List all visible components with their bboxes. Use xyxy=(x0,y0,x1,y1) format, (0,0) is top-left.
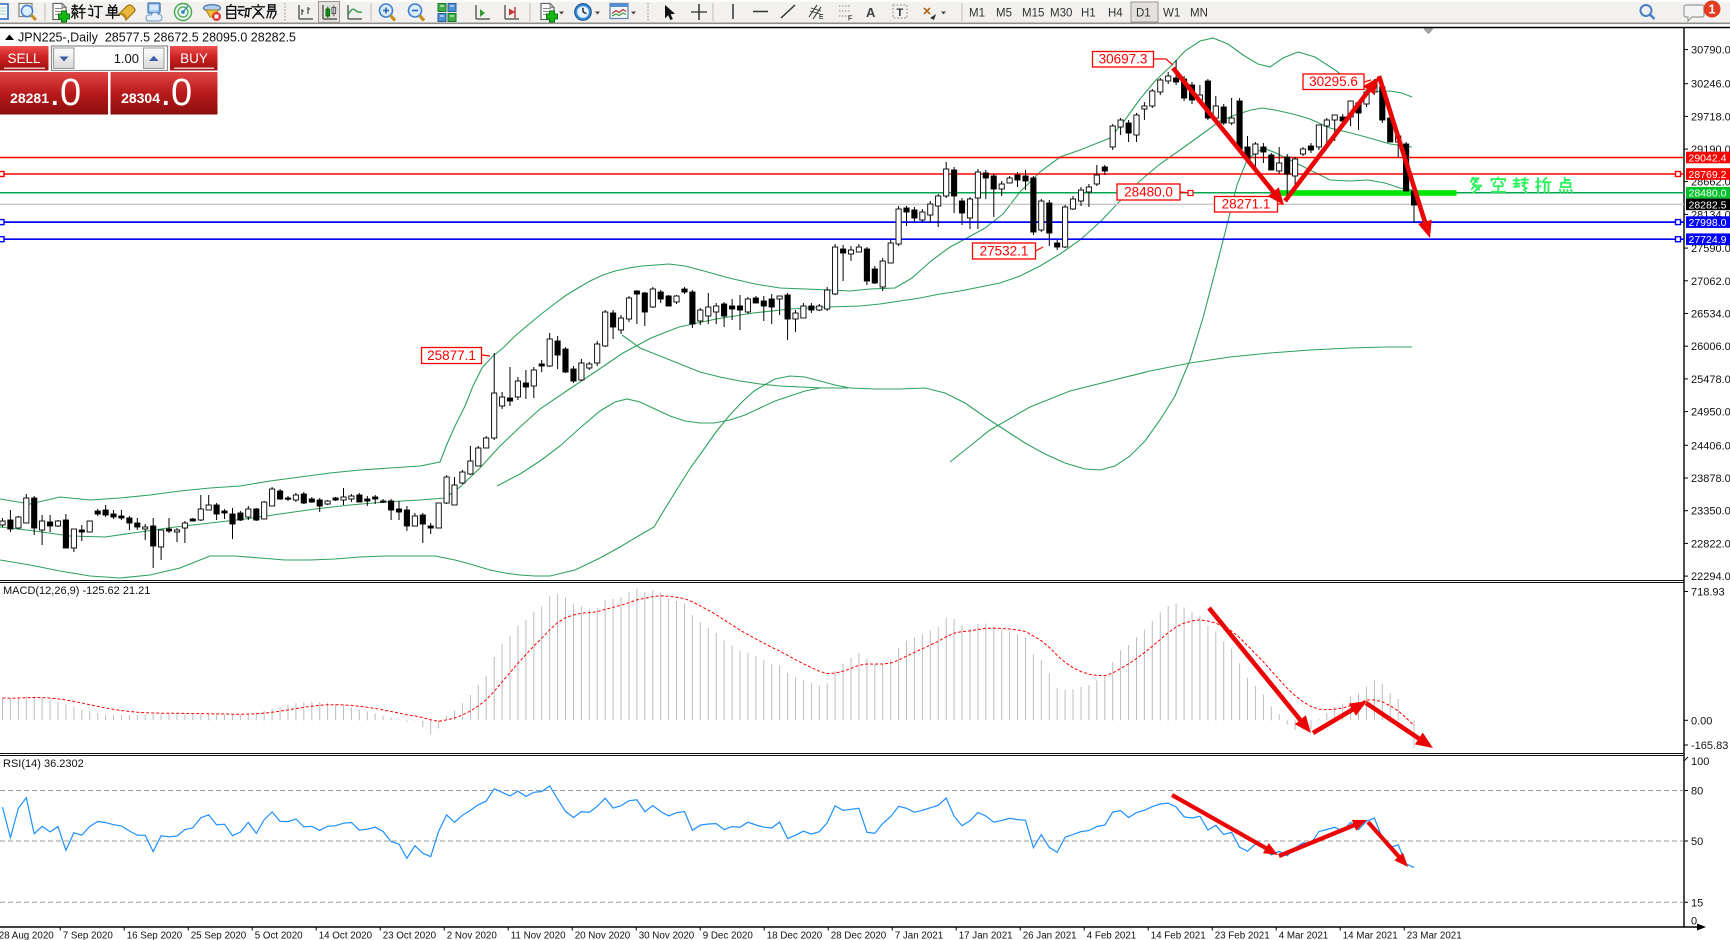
svg-text:28480.0: 28480.0 xyxy=(1689,188,1727,200)
svg-text:28480.0: 28480.0 xyxy=(1124,185,1173,200)
svg-text:20 Nov 2020: 20 Nov 2020 xyxy=(575,931,631,940)
svg-text:30790.0: 30790.0 xyxy=(1691,45,1730,57)
svg-text:28 Dec 2020: 28 Dec 2020 xyxy=(831,931,887,940)
svg-text:M1: M1 xyxy=(969,8,985,20)
svg-text:T: T xyxy=(897,7,904,19)
svg-text:27062.0: 27062.0 xyxy=(1691,276,1730,288)
svg-text:28282.5: 28282.5 xyxy=(1689,199,1727,211)
svg-text:14 Mar 2021: 14 Mar 2021 xyxy=(1343,931,1398,940)
svg-text:29042.4: 29042.4 xyxy=(1689,153,1727,165)
svg-text:24950.0: 24950.0 xyxy=(1691,407,1730,419)
svg-text:23 Mar 2021: 23 Mar 2021 xyxy=(1407,931,1462,940)
svg-text:27590.0: 27590.0 xyxy=(1691,243,1730,255)
svg-text:28271.1: 28271.1 xyxy=(1222,197,1271,212)
svg-text:5 Oct 2020: 5 Oct 2020 xyxy=(255,931,303,940)
svg-text:4 Feb 2021: 4 Feb 2021 xyxy=(1087,931,1137,940)
svg-text:22294.0: 22294.0 xyxy=(1691,571,1730,583)
svg-text:W1: W1 xyxy=(1163,8,1180,20)
svg-text:A: A xyxy=(866,5,876,20)
svg-text:14 Feb 2021: 14 Feb 2021 xyxy=(1151,931,1206,940)
svg-text:28 Aug 2020: 28 Aug 2020 xyxy=(0,931,54,940)
svg-text:27532.1: 27532.1 xyxy=(980,244,1029,259)
svg-text:50: 50 xyxy=(1691,836,1703,848)
svg-text:0.00: 0.00 xyxy=(1691,715,1712,727)
svg-text:2 Nov 2020: 2 Nov 2020 xyxy=(447,931,498,940)
svg-text:1.00: 1.00 xyxy=(114,51,139,66)
svg-text:30246.0: 30246.0 xyxy=(1691,79,1730,91)
svg-text:28304: 28304 xyxy=(121,90,160,106)
svg-text:BUY: BUY xyxy=(180,51,208,66)
svg-text:16 Sep 2020: 16 Sep 2020 xyxy=(127,931,183,940)
svg-text:25478.0: 25478.0 xyxy=(1691,374,1730,386)
svg-text:MACD(12,26,9) -125.62 21.21: MACD(12,26,9) -125.62 21.21 xyxy=(3,585,150,597)
svg-text:M5: M5 xyxy=(996,8,1012,20)
svg-text:718.93: 718.93 xyxy=(1691,587,1725,599)
svg-text:30 Nov 2020: 30 Nov 2020 xyxy=(639,931,695,940)
svg-text:23878.0: 23878.0 xyxy=(1691,473,1730,485)
svg-text:M15: M15 xyxy=(1022,8,1044,20)
svg-text:23 Oct 2020: 23 Oct 2020 xyxy=(383,931,437,940)
svg-text:27998.0: 27998.0 xyxy=(1689,217,1727,229)
svg-text:29718.0: 29718.0 xyxy=(1691,111,1730,123)
svg-text:H1: H1 xyxy=(1081,8,1096,20)
svg-text:26 Jan 2021: 26 Jan 2021 xyxy=(1023,931,1077,940)
svg-text:24406.0: 24406.0 xyxy=(1691,440,1730,452)
svg-text:28769.2: 28769.2 xyxy=(1689,169,1727,181)
svg-text:23 Feb 2021: 23 Feb 2021 xyxy=(1215,931,1270,940)
svg-text:9 Dec 2020: 9 Dec 2020 xyxy=(703,931,754,940)
svg-text:SELL: SELL xyxy=(7,51,41,66)
svg-text:18 Dec 2020: 18 Dec 2020 xyxy=(767,931,823,940)
svg-text:27724.9: 27724.9 xyxy=(1689,234,1727,246)
svg-text:23350.0: 23350.0 xyxy=(1691,506,1730,518)
svg-text:4 Mar 2021: 4 Mar 2021 xyxy=(1279,931,1329,940)
svg-text:26006.0: 26006.0 xyxy=(1691,341,1730,353)
svg-text:26534.0: 26534.0 xyxy=(1691,309,1730,321)
svg-text:D1: D1 xyxy=(1136,8,1151,20)
svg-text:JPN225-,Daily 28577.5 28672.5: JPN225-,Daily 28577.5 28672.5 28095.0 28… xyxy=(18,31,296,45)
svg-text:RSI(14) 36.2302: RSI(14) 36.2302 xyxy=(3,758,84,770)
svg-text:17 Jan 2021: 17 Jan 2021 xyxy=(959,931,1013,940)
svg-text:22822.0: 22822.0 xyxy=(1691,538,1730,550)
svg-text:-165.83: -165.83 xyxy=(1691,740,1728,752)
svg-text:F: F xyxy=(848,16,852,23)
svg-text:0: 0 xyxy=(1691,916,1697,928)
svg-text:11 Nov 2020: 11 Nov 2020 xyxy=(511,931,566,940)
svg-text:H4: H4 xyxy=(1108,8,1123,20)
svg-text:25877.1: 25877.1 xyxy=(427,348,476,363)
svg-text:30697.3: 30697.3 xyxy=(1099,52,1148,67)
svg-text:MN: MN xyxy=(1190,8,1208,20)
svg-text:100: 100 xyxy=(1691,756,1709,768)
svg-text:28281: 28281 xyxy=(10,90,49,106)
svg-text:M30: M30 xyxy=(1050,8,1072,20)
svg-text:.0: .0 xyxy=(161,72,193,114)
svg-text:14 Oct 2020: 14 Oct 2020 xyxy=(319,931,373,940)
svg-text:15: 15 xyxy=(1691,897,1703,909)
svg-text:1: 1 xyxy=(1709,3,1716,17)
svg-text:.0: .0 xyxy=(50,72,82,114)
svg-text:7 Jan 2021: 7 Jan 2021 xyxy=(895,931,943,940)
svg-text:7 Sep 2020: 7 Sep 2020 xyxy=(63,931,114,940)
svg-text:E: E xyxy=(819,14,824,21)
svg-text:30295.6: 30295.6 xyxy=(1309,74,1358,89)
svg-text:25 Sep 2020: 25 Sep 2020 xyxy=(191,931,247,940)
svg-text:80: 80 xyxy=(1691,786,1703,798)
